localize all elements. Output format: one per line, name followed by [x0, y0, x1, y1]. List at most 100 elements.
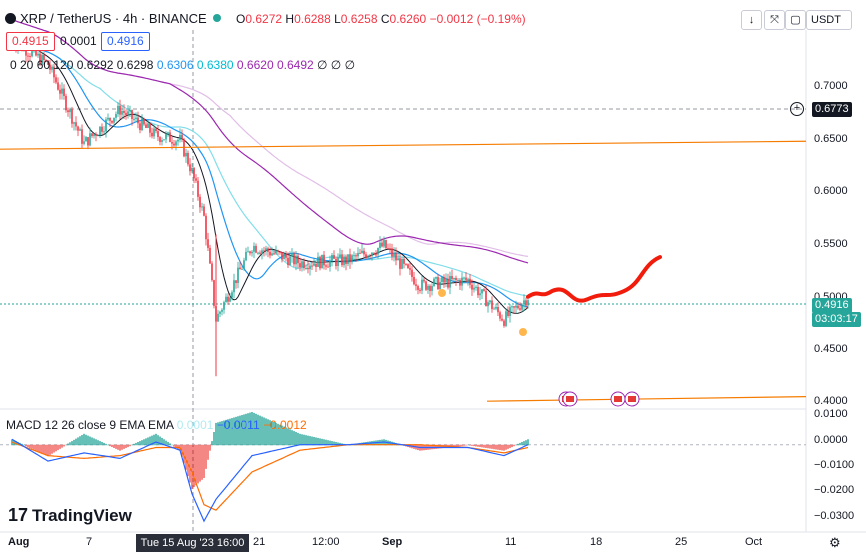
macd-histogram-bar: [151, 435, 153, 446]
macd-histogram-bar: [99, 441, 101, 446]
ma-value: 0.6292: [76, 58, 117, 72]
macd-histogram-bar: [189, 444, 191, 483]
macd-histogram-bar: [129, 444, 131, 447]
currency-select[interactable]: USDT: [806, 10, 852, 30]
candle-body: [309, 265, 311, 270]
macd-histogram-bar: [299, 433, 301, 446]
macd-histogram-bar: [521, 442, 523, 446]
candle-body: [95, 134, 97, 136]
macd-histogram-bar: [335, 442, 337, 446]
price-tick-label: 0.5500: [814, 238, 848, 250]
macd-histogram-bar: [279, 424, 281, 446]
macd-histogram-bar: [217, 422, 219, 446]
macd-histogram-bar: [259, 415, 261, 446]
candle-body: [325, 265, 327, 267]
candle-body: [483, 289, 485, 291]
ohlc-value: 0.6260: [389, 12, 430, 26]
macd-histogram-bar: [333, 441, 335, 446]
macd-histogram-bar: [183, 444, 185, 464]
ask-price-box[interactable]: 0.4916: [101, 32, 150, 51]
candle-body: [191, 167, 193, 172]
candle-body: [331, 255, 333, 261]
macd-histogram-bar: [247, 413, 249, 446]
macd-histogram-bar: [203, 444, 205, 478]
candle-body: [479, 293, 481, 296]
candle-body: [189, 164, 191, 172]
macd-histogram-bar: [501, 444, 503, 451]
candle-body: [487, 302, 489, 307]
candle-body: [141, 118, 143, 131]
symbol-icon[interactable]: [5, 13, 16, 24]
bid-price-box[interactable]: 0.4915: [6, 32, 55, 51]
candle-body: [463, 277, 465, 279]
candle-body: [381, 242, 383, 247]
candle-body: [57, 82, 59, 90]
macd-histogram-bar: [167, 442, 169, 446]
macd-histogram-bar: [503, 444, 505, 451]
macd-histogram-bar: [109, 444, 111, 447]
macd-histogram-bar: [285, 427, 287, 446]
compress-icon[interactable]: ⤧: [764, 10, 785, 30]
candle-body: [447, 278, 449, 288]
candle-body: [313, 263, 315, 266]
macd-histogram-bar: [269, 420, 271, 446]
ohlc-value: 0.6258: [340, 12, 381, 26]
candle-body: [203, 206, 205, 216]
symbol-title[interactable]: XRP / TetherUS · 4h · BINANCE: [20, 11, 207, 26]
candle-body: [427, 285, 429, 290]
candle-body: [253, 245, 255, 252]
candle-body: [391, 248, 393, 257]
candle-body: [505, 311, 507, 326]
candle-body: [493, 308, 495, 310]
macd-histogram-bar: [173, 444, 175, 447]
time-tick-label: Oct: [745, 536, 763, 548]
candle-body: [165, 134, 167, 140]
macd-histogram-bar: [505, 444, 507, 450]
candle-body: [311, 265, 313, 267]
candle-body: [91, 133, 93, 137]
candle-body: [205, 215, 207, 240]
macd-histogram-bar: [195, 444, 197, 486]
macd-histogram-bar: [487, 444, 489, 449]
macd-histogram-bar: [287, 428, 289, 446]
candle-body: [93, 134, 95, 137]
tradingview-logo[interactable]: 17 TradingView: [8, 505, 132, 526]
crosshair-add-icon[interactable]: +: [790, 102, 804, 116]
macd-histogram-bar: [43, 444, 45, 455]
settings-gear-icon[interactable]: ⚙: [829, 535, 841, 550]
candle-body: [151, 132, 153, 137]
fullscreen-icon[interactable]: ▢: [785, 10, 806, 30]
macd-histogram-bar: [137, 442, 139, 446]
ma-value: 0.6620: [236, 58, 277, 72]
macd-histogram-bar: [165, 440, 167, 446]
candle-body: [515, 305, 517, 308]
candle-body: [235, 280, 237, 284]
macd-histogram-bar: [125, 444, 127, 448]
macd-histogram-bar: [119, 444, 121, 451]
candle-body: [377, 247, 379, 255]
macd-histogram-bar: [323, 439, 325, 446]
macd-histogram-bar: [135, 442, 137, 446]
macd-histogram-bar: [473, 444, 475, 447]
candle-body: [143, 118, 145, 125]
candle-body: [265, 248, 267, 251]
candle-body: [455, 277, 457, 281]
candle-body: [315, 263, 317, 267]
arrow-down-icon[interactable]: ↓: [741, 10, 762, 30]
candle-body: [245, 251, 247, 261]
candle-body: [67, 110, 69, 113]
candle-body: [465, 277, 467, 280]
candle-body: [85, 137, 87, 142]
candle-body: [457, 279, 459, 281]
candle-body: [115, 114, 117, 118]
candle-body: [301, 261, 303, 268]
candle-body: [61, 88, 63, 94]
candle-body: [193, 167, 195, 179]
macd-histogram-bar: [469, 444, 471, 446]
candle-body: [251, 251, 253, 254]
candle-body: [175, 141, 177, 146]
candle-body: [337, 257, 339, 267]
candle-body: [177, 139, 179, 142]
macd-histogram-bar: [319, 438, 321, 446]
